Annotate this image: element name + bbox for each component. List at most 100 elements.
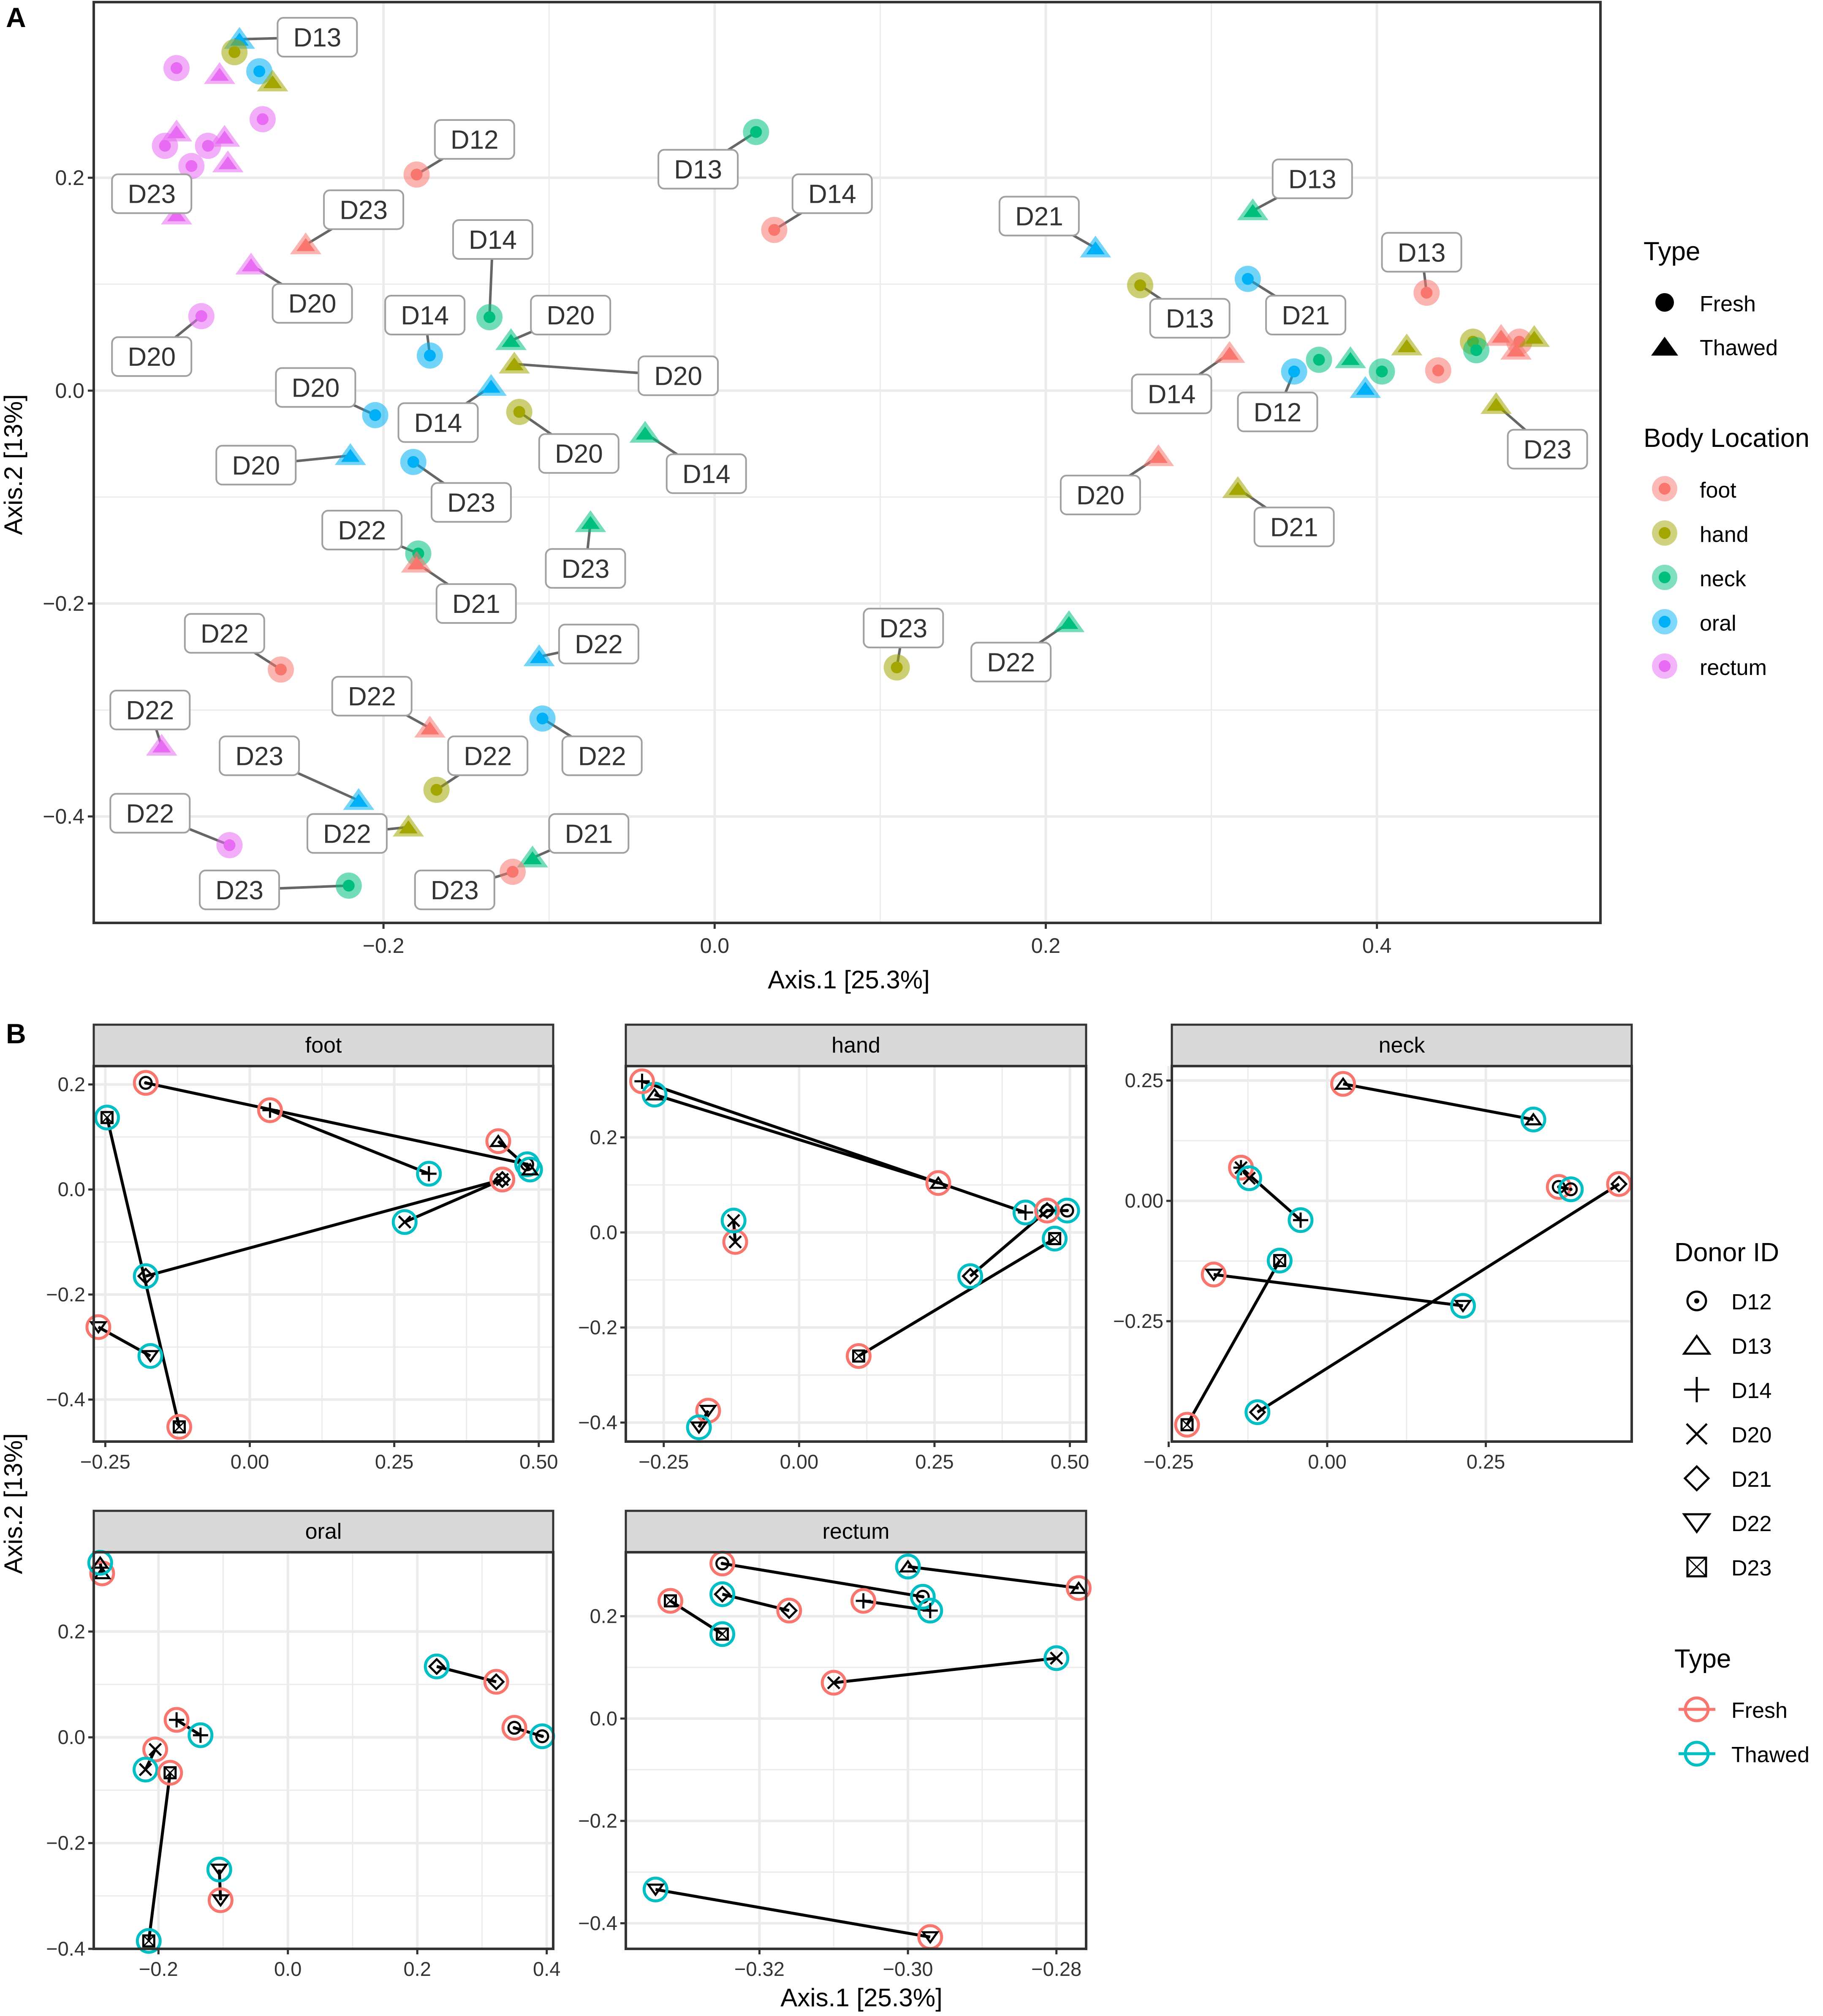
marker-type-ring <box>910 1583 936 1610</box>
facet-title: oral <box>305 1519 342 1544</box>
marker-glyph <box>141 1350 160 1363</box>
pair-line-D21 <box>145 1178 503 1278</box>
marker-thawed-D20 <box>391 1209 418 1235</box>
point-fresh-neck <box>484 311 496 323</box>
panel-a-points <box>146 27 1550 899</box>
legend-glyph-x <box>1687 1557 1707 1577</box>
point-thawed-rectum <box>210 68 229 81</box>
donor-label: D14 <box>401 301 449 330</box>
label-box <box>1237 392 1318 433</box>
x-tick-label: 0.00 <box>231 1450 269 1473</box>
legend-item-label: D13 <box>1731 1334 1771 1359</box>
legend-item-label: D12 <box>1731 1290 1771 1314</box>
marker-glyph <box>163 1766 177 1779</box>
legend-body-location-title: Body Location <box>1644 424 1809 453</box>
marker-fresh-D20 <box>142 1736 168 1763</box>
marker-glyph <box>1018 1205 1033 1220</box>
pair-line-D14 <box>269 1109 430 1175</box>
label-box <box>558 623 639 664</box>
x-tick-label: 0.0 <box>274 1958 302 1980</box>
marker-thawed-D21 <box>133 1263 159 1289</box>
donor-label: D13 <box>293 23 341 52</box>
marker-fresh-D23 <box>166 1414 193 1440</box>
marker-glyph <box>262 1102 278 1118</box>
legend-item-label: rectum <box>1700 656 1767 680</box>
label-box <box>998 196 1080 237</box>
pair-line-D23 <box>858 1237 1056 1358</box>
pair-line-D22 <box>98 1325 151 1358</box>
donor-label: D14 <box>682 460 731 489</box>
legend-donor-D12 <box>1686 1290 1707 1311</box>
marker-type-ring <box>1520 1107 1546 1133</box>
point-thawed-rectum <box>215 131 234 144</box>
legend-donor-D14 <box>1684 1377 1709 1402</box>
marker-fresh-D21 <box>1034 1197 1060 1224</box>
point-thawed-neck <box>1341 352 1360 365</box>
point-fresh-rectum <box>223 839 236 852</box>
marker-type-ring <box>709 1581 736 1607</box>
marker-glyph-x <box>173 1421 185 1433</box>
marker-glyph-x <box>143 1935 155 1947</box>
marker-fresh-D23 <box>657 1588 683 1614</box>
marker-fresh-D23 <box>157 1760 183 1786</box>
marker-fresh-D14 <box>257 1097 283 1123</box>
marker-type-ring <box>1042 1225 1068 1251</box>
point-fresh-neck <box>1313 354 1325 366</box>
point-thawed-hand <box>1525 331 1544 344</box>
point-fresh-neck <box>1376 365 1388 378</box>
marker-thawed-D22 <box>686 1414 712 1440</box>
marker-type-ring <box>1174 1412 1200 1438</box>
legend-glyph <box>1682 1513 1712 1534</box>
marker-fresh-D13 <box>1330 1071 1356 1097</box>
legend-item-label: Fresh <box>1731 1698 1788 1723</box>
y-tick-label: 0.2 <box>58 1620 85 1643</box>
point-fresh-oral <box>1242 273 1254 285</box>
donor-label: D13 <box>1288 165 1337 194</box>
marker-glyph-dot <box>1569 1187 1573 1191</box>
y-tick-label: −0.2 <box>46 1283 85 1306</box>
legend-donor-D23 <box>1686 1556 1707 1578</box>
pair-line-D13 <box>907 1565 1079 1590</box>
facet-pair-lines <box>655 1562 1079 1939</box>
facet-title: hand <box>831 1033 880 1058</box>
label-box <box>306 813 388 854</box>
y-tick-label: 0.2 <box>55 166 84 190</box>
marker-type-ring <box>1288 1207 1314 1233</box>
point-thawed-hand <box>1397 339 1416 352</box>
marker-glyph-dot <box>513 1726 516 1730</box>
marker-glyph <box>211 1894 230 1907</box>
marker-fresh-D22 <box>207 1887 234 1913</box>
donor-label: D14 <box>469 226 517 255</box>
point-thawed-foot <box>1507 343 1526 357</box>
marker-glyph <box>521 1162 540 1175</box>
marker-glyph <box>856 1593 871 1609</box>
donor-label: D12 <box>451 125 499 155</box>
legend-key-neck <box>1659 571 1671 583</box>
point-thawed-neck <box>523 851 542 865</box>
marker-thawed-D22 <box>137 1343 163 1369</box>
marker-glyph <box>421 1166 437 1181</box>
marker-type-ring <box>629 1068 655 1094</box>
marker-glyph <box>1069 1581 1088 1594</box>
legend-glyph <box>1682 1334 1712 1355</box>
pair-line-D22 <box>655 1888 931 1939</box>
marker-type-ring <box>1244 1399 1271 1425</box>
y-tick-label: −0.2 <box>46 1832 85 1854</box>
donor-label: D22 <box>987 648 1035 677</box>
marker-type-ring <box>206 1856 232 1883</box>
donor-label: D23 <box>447 489 495 518</box>
marker-type-ring <box>187 1722 214 1748</box>
marker-type-ring <box>485 1128 511 1154</box>
label-box <box>184 613 265 654</box>
marker-thawed-D23 <box>1042 1225 1068 1251</box>
point-fresh-rectum <box>202 140 214 152</box>
marker-glyph <box>1524 1112 1543 1126</box>
point-fresh-hand <box>891 661 903 674</box>
x-tick-label: 0.00 <box>780 1450 818 1473</box>
facet-markers <box>642 1551 1092 1950</box>
marker-type-ring <box>1266 1247 1293 1273</box>
label-box <box>219 735 300 776</box>
legend-item-label: foot <box>1700 478 1736 503</box>
facet-grid <box>1167 1066 1632 1442</box>
